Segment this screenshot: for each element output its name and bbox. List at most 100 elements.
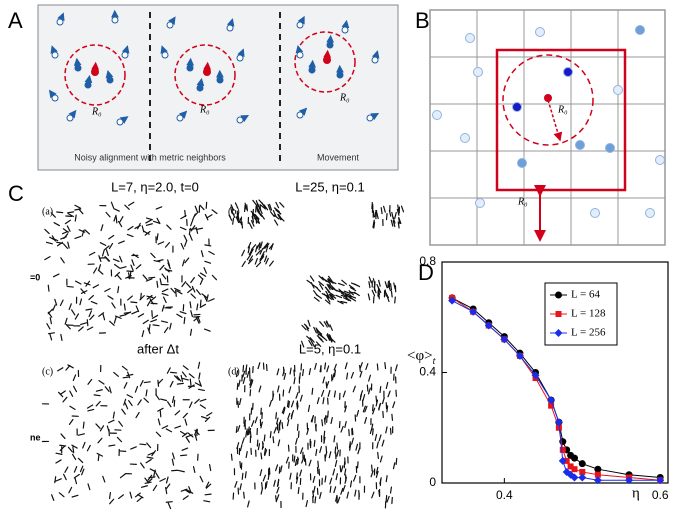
particle <box>277 369 279 375</box>
particle <box>290 368 291 374</box>
particle <box>387 496 389 502</box>
agent <box>342 27 348 33</box>
particle <box>325 476 326 482</box>
particle <box>61 258 64 263</box>
particle <box>69 487 72 492</box>
particle <box>165 328 168 333</box>
particle <box>190 229 196 230</box>
particle <box>180 227 186 229</box>
particle <box>334 391 335 397</box>
particle <box>353 386 355 392</box>
particle <box>352 438 354 444</box>
particle <box>56 453 62 454</box>
panel-label: C <box>8 181 24 206</box>
particle <box>146 460 151 463</box>
particle <box>64 474 67 479</box>
particle <box>183 366 188 370</box>
particle <box>124 312 130 313</box>
particle <box>336 474 337 480</box>
particle <box>377 442 378 448</box>
particle <box>81 323 87 325</box>
particle <box>355 490 356 496</box>
particle <box>70 391 73 396</box>
particle <box>314 297 319 301</box>
particle <box>320 492 321 498</box>
particle <box>60 300 63 305</box>
particle <box>142 331 144 337</box>
particle <box>236 426 237 432</box>
particle <box>83 442 85 448</box>
particle <box>109 420 114 423</box>
particle <box>93 285 98 288</box>
particle <box>386 383 387 389</box>
particle <box>347 373 348 379</box>
particle <box>327 366 329 372</box>
particle <box>60 446 64 450</box>
caption: Noisy alignment with metric neighbors <box>74 152 226 162</box>
particle <box>261 422 262 428</box>
particle <box>162 305 164 311</box>
agent <box>372 57 378 63</box>
particle <box>373 429 374 435</box>
particle <box>243 366 244 372</box>
particle <box>47 324 50 329</box>
particle <box>60 445 66 446</box>
particle <box>181 243 183 248</box>
particle <box>124 304 125 310</box>
particle <box>378 290 379 296</box>
particle <box>73 454 76 459</box>
particle <box>113 259 119 261</box>
particle <box>277 487 279 493</box>
particle <box>314 440 315 446</box>
particle <box>249 223 252 228</box>
particle <box>356 444 358 450</box>
particle <box>351 372 353 378</box>
particle <box>167 368 170 373</box>
particle <box>145 482 151 483</box>
particle <box>67 286 73 287</box>
particle <box>120 267 126 269</box>
particle <box>329 452 331 458</box>
particle <box>194 467 195 473</box>
particle <box>340 466 341 472</box>
particle <box>275 220 278 225</box>
particle <box>363 395 365 401</box>
particle <box>87 320 88 326</box>
particle <box>110 493 111 499</box>
particle <box>144 398 148 402</box>
particle <box>394 283 395 289</box>
particle <box>160 411 161 417</box>
particle <box>370 428 372 434</box>
particle <box>212 210 217 214</box>
particle <box>58 368 63 371</box>
particle <box>261 242 263 248</box>
particle <box>80 466 82 472</box>
particle <box>343 391 345 397</box>
particle <box>132 311 137 313</box>
legend-label: L = 256 <box>571 327 606 339</box>
particle <box>391 220 392 226</box>
particle <box>153 485 156 490</box>
particle <box>375 435 376 441</box>
particle <box>338 497 340 503</box>
particle <box>128 227 133 230</box>
particle <box>151 320 157 322</box>
particle <box>190 379 191 385</box>
particle <box>116 217 117 223</box>
particle <box>181 432 186 435</box>
agent <box>57 19 63 25</box>
particle <box>124 383 127 388</box>
particle <box>183 413 187 417</box>
particle <box>141 463 145 468</box>
particle <box>136 306 138 312</box>
agent <box>107 77 113 83</box>
particle <box>178 470 184 471</box>
particle <box>182 378 188 379</box>
particle <box>167 225 171 229</box>
data-point <box>555 292 562 299</box>
particle <box>263 442 264 448</box>
particle <box>313 477 315 483</box>
particle <box>294 378 295 384</box>
radius-label: R₀ <box>91 106 102 117</box>
particle <box>53 305 55 310</box>
